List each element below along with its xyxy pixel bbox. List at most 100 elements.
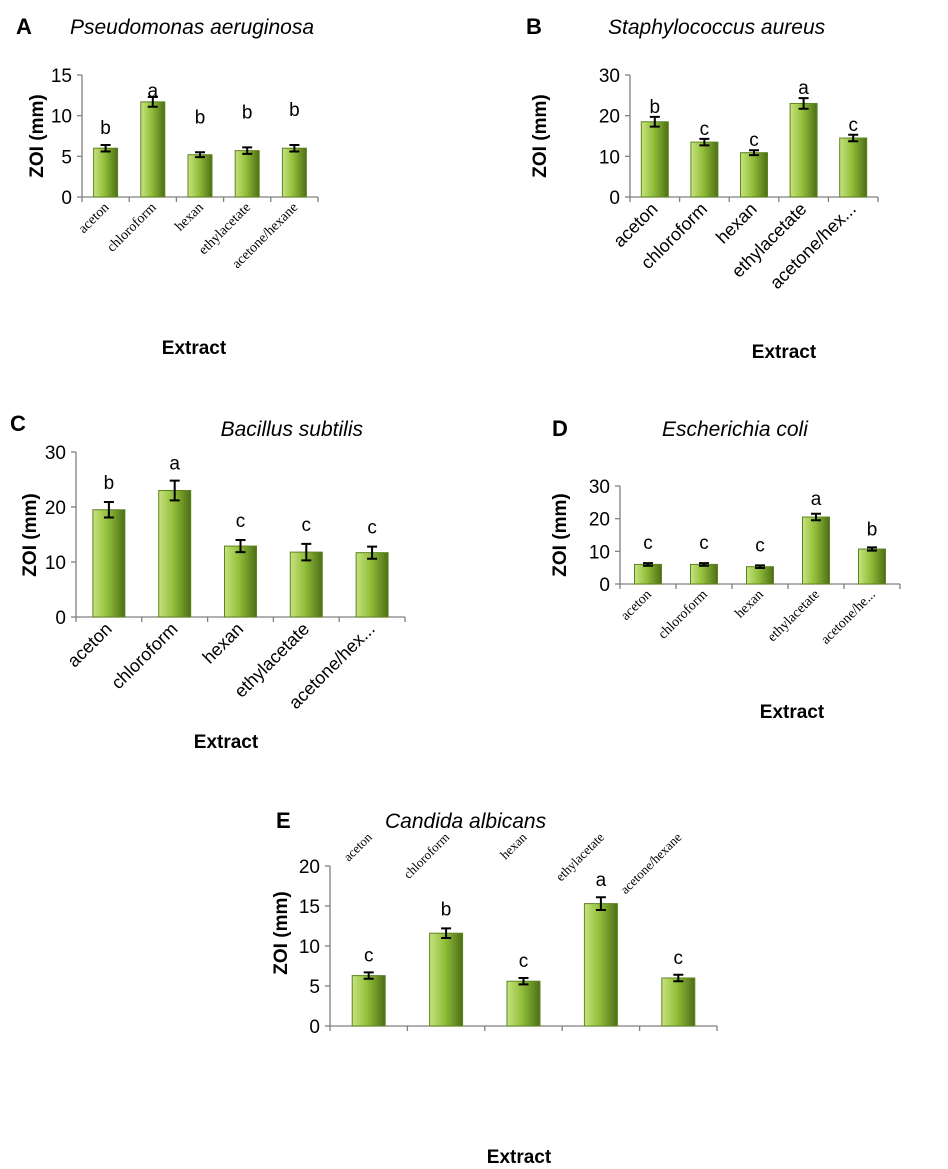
x-tick-label: acetone/hexane [617,829,684,896]
chart-title: Escherichia coli [662,418,809,441]
bar [789,102,818,198]
significance-letter: c [643,533,653,554]
error-bar [595,896,606,911]
bar [740,152,768,198]
error-bar [103,501,114,519]
significance-letter: c [674,948,684,969]
chart-title: Bacillus subtilis [221,418,364,441]
significance-letter: b [100,118,111,139]
significance-letter: a [798,78,809,99]
error-bar [169,479,180,502]
y-axis-title: ZOI (mm) [550,493,571,576]
significance-letter: c [236,511,246,532]
panel-letter: B [526,14,542,39]
bar [289,551,323,618]
y-tick-label: 10 [51,107,72,128]
bar [746,566,774,585]
panel-letter: A [16,14,32,39]
y-tick-label: 10 [299,937,320,958]
bar [634,563,662,585]
y-tick-label: 5 [61,147,72,168]
x-tick-label: aceton [618,587,654,623]
significance-letter: c [699,533,709,554]
error-bar [195,151,205,159]
error-bar [699,137,710,147]
y-tick-label: 15 [299,897,320,918]
y-tick-label: 20 [599,107,620,128]
x-tick-label: aceton [340,829,375,864]
bar [351,975,386,1027]
bar [234,150,260,198]
error-bar [235,539,246,554]
bar [661,977,696,1027]
panel-letter: D [552,416,568,441]
panel-letter: E [276,808,291,833]
x-tick-label: aceton [76,200,112,236]
significance-letter: b [441,899,452,920]
x-axis-title: Extract [194,732,259,753]
x-tick-label: chloroform [107,619,181,693]
y-tick-label: 30 [599,66,620,87]
chart-title: Pseudomonas aeruginosa [70,16,314,39]
bar [640,121,669,198]
chart-panel-b: B Staphylococcus aureus 0 10 20 30 ZOI (mm) Ext… [526,14,879,363]
error-bar [749,149,759,157]
significance-letter: b [242,102,253,123]
y-tick-label: 10 [589,542,610,563]
error-bar [643,562,653,567]
significance-letter: c [519,951,529,972]
y-axis-title: ZOI (mm) [20,493,41,576]
significance-letter: c [367,518,377,539]
error-bar [363,971,374,980]
x-tick-label: chloroform [104,200,159,255]
chart-panel-d: D Escherichia coli 0 10 20 30 ZOI (mm) Extract c… [550,416,901,723]
bar [355,552,389,618]
significance-letter: a [596,870,607,891]
x-tick-label: acetone/hex... [766,199,860,293]
significance-letter: a [169,454,180,475]
significance-letter: b [195,107,206,128]
error-bar [798,97,809,110]
y-tick-label: 10 [45,553,66,574]
error-bar [301,542,312,562]
bar [802,516,830,585]
bar [839,137,868,198]
y-tick-label: 30 [589,477,610,498]
bar [583,903,618,1027]
chart-title: Staphylococcus aureus [608,16,826,39]
panel-letter: C [10,411,26,436]
y-tick-label: 5 [309,977,320,998]
bar [187,154,213,198]
y-axis-title: ZOI (mm) [530,94,551,177]
error-bar [441,927,452,939]
error-bar [649,115,660,128]
significance-letter: c [364,945,374,966]
error-bar [699,562,709,567]
error-bar [242,146,253,155]
x-tick-label: aceton [63,619,115,671]
x-axis-title: Extract [487,1147,552,1168]
bar [506,980,541,1027]
significance-letter: c [302,515,312,536]
x-axis-title: Extract [752,342,817,363]
significance-letter: b [289,100,300,121]
error-bar [147,95,158,108]
error-bar [100,143,111,153]
chart-panel-c: C Bacillus subtilis 0 10 20 30 ZOI (mm) Extract… [10,411,406,753]
x-axis-title: Extract [162,338,227,359]
bar [690,141,719,198]
bar [158,490,192,618]
significance-letter: a [811,489,822,510]
error-bar [518,977,529,986]
significance-letter: b [867,519,878,540]
x-tick-label: acetone/he... [818,587,878,647]
bar [93,147,119,198]
significance-letter: c [700,119,710,140]
y-tick-label: 0 [309,1017,320,1038]
y-tick-label: 0 [609,188,620,209]
x-tick-label: chloroform [656,587,711,642]
significance-letter: b [650,97,661,118]
error-bar [848,133,859,143]
